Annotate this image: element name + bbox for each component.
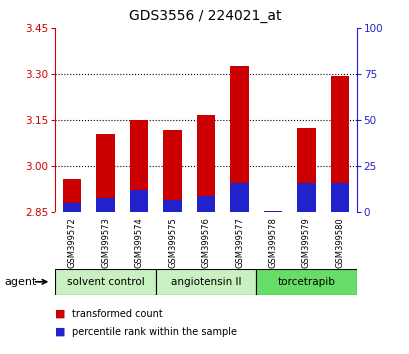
Bar bbox=[55, 269, 155, 295]
Bar bbox=[297, 183, 315, 212]
Text: GSM399577: GSM399577 bbox=[234, 217, 243, 268]
Text: percentile rank within the sample: percentile rank within the sample bbox=[72, 327, 236, 337]
Bar bbox=[130, 120, 148, 212]
Bar bbox=[63, 179, 81, 212]
Bar bbox=[130, 190, 148, 212]
Bar bbox=[155, 269, 256, 295]
Text: transformed count: transformed count bbox=[72, 309, 162, 319]
Text: GSM399575: GSM399575 bbox=[168, 217, 177, 268]
Bar bbox=[230, 66, 248, 212]
Bar bbox=[163, 130, 181, 212]
Bar bbox=[297, 128, 315, 212]
Bar bbox=[96, 134, 115, 212]
Text: angiotensin II: angiotensin II bbox=[171, 277, 240, 287]
Text: GSM399576: GSM399576 bbox=[201, 217, 210, 268]
Text: ■: ■ bbox=[55, 309, 66, 319]
Text: torcetrapib: torcetrapib bbox=[277, 277, 335, 287]
Text: GSM399572: GSM399572 bbox=[67, 217, 76, 268]
Text: GSM399580: GSM399580 bbox=[335, 217, 344, 268]
Bar bbox=[163, 200, 181, 212]
Text: GSM399573: GSM399573 bbox=[101, 217, 110, 268]
Bar bbox=[196, 196, 215, 212]
Bar bbox=[96, 198, 115, 212]
Bar bbox=[230, 183, 248, 212]
Bar bbox=[330, 76, 348, 212]
Text: GSM399578: GSM399578 bbox=[268, 217, 277, 268]
Bar bbox=[196, 115, 215, 212]
Bar bbox=[256, 269, 356, 295]
Text: GSM399579: GSM399579 bbox=[301, 217, 310, 268]
Text: GDS3556 / 224021_at: GDS3556 / 224021_at bbox=[128, 9, 281, 23]
Bar bbox=[263, 211, 281, 212]
Bar bbox=[330, 183, 348, 212]
Text: solvent control: solvent control bbox=[67, 277, 144, 287]
Text: ■: ■ bbox=[55, 327, 66, 337]
Text: GSM399574: GSM399574 bbox=[134, 217, 143, 268]
Text: agent: agent bbox=[4, 277, 36, 287]
Bar bbox=[63, 203, 81, 212]
